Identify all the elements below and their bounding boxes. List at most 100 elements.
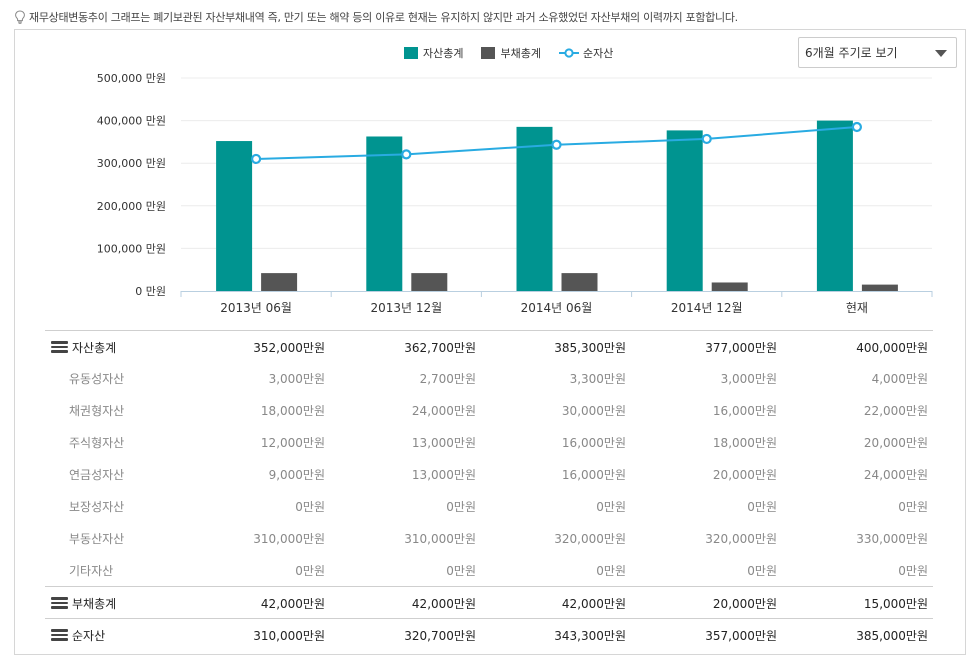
table-cell: 385,300만원 <box>554 340 626 355</box>
bar-liabilities <box>861 284 898 291</box>
period-select-value: 6개월 주기로 보기 <box>805 46 898 60</box>
table-cell: 0만원 <box>295 563 325 578</box>
notice-text: 재무상태변동추이 그래프는 폐기보관된 자산부채내역 즉, 만기 또는 해약 등… <box>29 11 738 24</box>
row-label: 기타자산 <box>69 554 113 586</box>
table-cell: 0만원 <box>446 563 476 578</box>
table-cell: 30,000만원 <box>561 403 626 418</box>
table-cell: 13,000만원 <box>411 435 476 450</box>
x-tick-label: 현재 <box>846 301 868 315</box>
table-row: 보장성자산 0만원 0만원 0만원 0만원 0만원 <box>45 490 933 522</box>
table-cell: 42,000만원 <box>561 596 626 611</box>
x-tick-label: 2013년 12월 <box>370 301 442 315</box>
table-cell: 16,000만원 <box>712 403 777 418</box>
table-cell: 0만원 <box>596 499 626 514</box>
row-label-text: 부동산자산 <box>69 531 125 546</box>
table-cell: 18,000만원 <box>260 403 325 418</box>
point-net-assets <box>551 139 562 150</box>
table-cell: 2,700만원 <box>419 371 476 386</box>
table-cell: 0만원 <box>747 499 777 514</box>
table-cell: 0만원 <box>747 563 777 578</box>
table-row: 주식형자산 12,000만원 13,000만원 16,000만원 18,000만원 20,… <box>45 426 933 458</box>
row-label-text: 기타자산 <box>69 563 114 578</box>
row-label: 자산총계 <box>45 331 116 363</box>
y-tick-label: 500,000 만원 <box>97 72 166 85</box>
bar-liabilities <box>711 282 748 291</box>
y-tick-label: 300,000 만원 <box>97 157 166 170</box>
table-cell: 24,000만원 <box>411 403 476 418</box>
menu-icon[interactable] <box>51 629 68 641</box>
table-row[interactable]: 자산총계 352,000만원 362,700만원 385,300만원 377,000만원… <box>45 330 933 362</box>
bar-liabilities <box>261 273 298 291</box>
period-select[interactable]: 6개월 주기로 보기 <box>798 37 957 68</box>
table-cell: 320,000만원 <box>554 531 626 546</box>
table-row[interactable]: 부채총계 42,000만원 42,000만원 42,000만원 20,000만원 15,0… <box>45 586 933 618</box>
table-row: 유동성자산 3,000만원 2,700만원 3,300만원 3,000만원 4,000만원 <box>45 362 933 394</box>
chevron-down-icon <box>935 50 947 57</box>
table-cell: 20,000만원 <box>712 467 777 482</box>
legend-label-liabilities: 부채총계 <box>500 47 541 60</box>
table-cell: 0만원 <box>596 563 626 578</box>
legend-item-liabilities[interactable]: 부채총계 <box>481 45 541 61</box>
x-tick-label: 2014년 06월 <box>521 301 593 315</box>
chart-plot: 0 만원 100,000 만원 200,000 만원 300,000 만원 400,00… <box>97 72 933 315</box>
bar-assets <box>516 126 553 291</box>
data-table: 자산총계 352,000만원 362,700만원 385,300만원 377,000만원… <box>45 330 933 650</box>
table-cell: 24,000만원 <box>863 467 928 482</box>
table-cell: 3,300만원 <box>569 371 626 386</box>
menu-icon[interactable] <box>51 597 68 609</box>
chart-legend: 자산총계 부채총계 순자산 <box>404 44 631 62</box>
table-cell: 0만원 <box>446 499 476 514</box>
row-label-text: 부채총계 <box>72 596 117 611</box>
table-cell: 310,000만원 <box>253 531 325 546</box>
legend-item-assets[interactable]: 자산총계 <box>404 45 463 61</box>
table-cell: 0만원 <box>898 563 928 578</box>
table-cell: 9,000만원 <box>268 467 325 482</box>
table-cell: 385,000만원 <box>856 628 928 643</box>
row-label: 부채총계 <box>45 587 116 619</box>
y-tick-label: 0 만원 <box>135 285 166 298</box>
table-cell: 16,000만원 <box>561 467 626 482</box>
bar-assets <box>216 141 253 291</box>
table-cell: 16,000만원 <box>561 435 626 450</box>
table-cell: 18,000만원 <box>712 435 777 450</box>
legend-swatch-assets <box>404 47 418 59</box>
table-cell: 330,000만원 <box>856 531 928 546</box>
lightbulb-icon <box>15 10 25 24</box>
table-cell: 13,000만원 <box>411 467 476 482</box>
row-label-text: 자산총계 <box>72 340 117 355</box>
legend-item-net-assets[interactable]: 순자산 <box>558 45 613 61</box>
table-cell: 20,000만원 <box>863 435 928 450</box>
legend-swatch-liabilities <box>481 47 496 59</box>
point-net-assets <box>251 153 262 165</box>
legend-label-assets: 자산총계 <box>423 47 464 60</box>
table-row: 부동산자산 310,000만원 310,000만원 320,000만원 320,000만… <box>45 522 933 554</box>
menu-icon[interactable] <box>51 341 68 353</box>
table-cell: 343,300만원 <box>554 628 626 643</box>
point-net-assets <box>401 149 412 160</box>
table-row[interactable]: 순자산 310,000만원 320,700만원 343,300만원 357,000만원 3… <box>45 618 933 650</box>
row-label: 보장성자산 <box>69 490 124 522</box>
table-cell: 377,000만원 <box>705 340 777 355</box>
point-net-assets <box>851 121 863 133</box>
table-cell: 357,000만원 <box>705 628 777 643</box>
table-cell: 42,000만원 <box>411 596 476 611</box>
row-label-text: 주식형자산 <box>69 435 125 450</box>
notice-bar: 재무상태변동추이 그래프는 폐기보관된 자산부채내역 즉, 만기 또는 해약 등… <box>14 9 738 25</box>
x-tick-label: 2013년 06월 <box>220 301 292 315</box>
table-row: 기타자산 0만원 0만원 0만원 0만원 0만원 <box>45 554 933 586</box>
row-label-text: 유동성자산 <box>69 371 125 386</box>
table-cell: 400,000만원 <box>856 340 928 355</box>
table-cell: 310,000만원 <box>404 531 476 546</box>
row-label: 주식형자산 <box>69 426 124 458</box>
row-label-text: 채권형자산 <box>69 403 125 418</box>
table-cell: 3,000만원 <box>720 371 777 386</box>
y-tick-label: 400,000 만원 <box>97 115 166 128</box>
table-cell: 0만원 <box>898 499 928 514</box>
row-label: 부동산자산 <box>69 522 124 554</box>
table-cell: 12,000만원 <box>260 435 325 450</box>
row-label-text: 순자산 <box>72 628 106 643</box>
table-cell: 362,700만원 <box>404 340 476 355</box>
table-cell: 42,000만원 <box>260 596 325 611</box>
x-tick-label: 2014년 12월 <box>671 301 743 315</box>
bar-liabilities <box>561 273 598 291</box>
